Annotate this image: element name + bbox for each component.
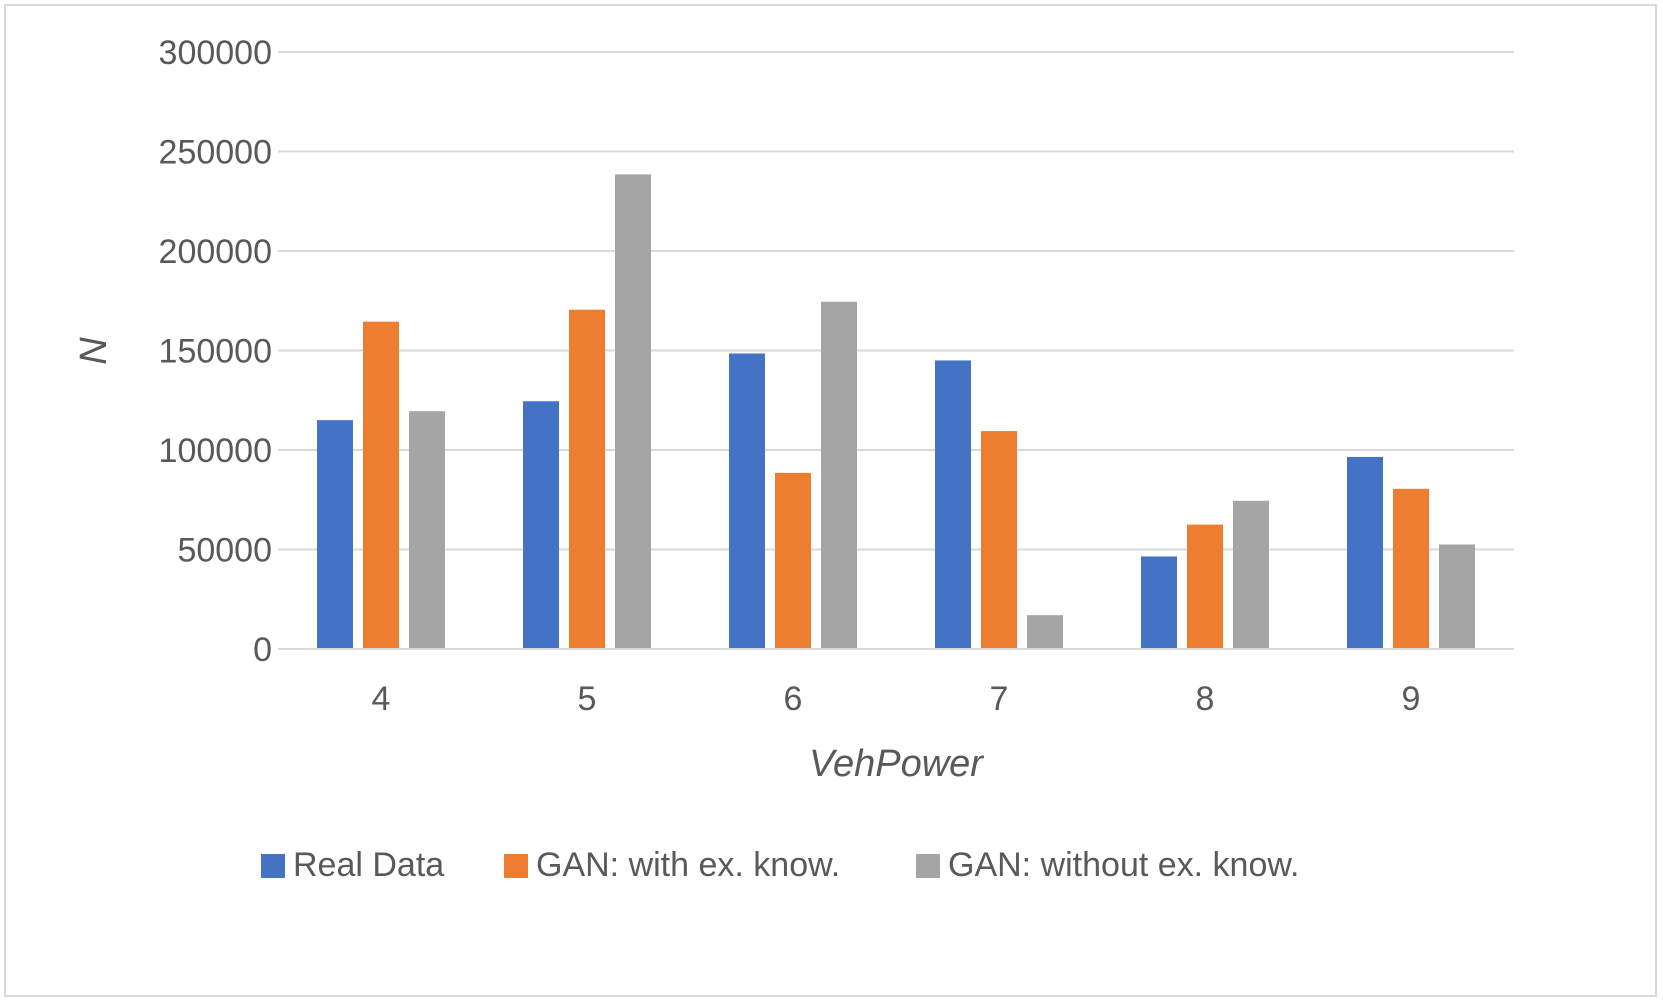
x-tick-label: 9: [1402, 680, 1421, 718]
legend-label: GAN: with ex. know.: [536, 846, 840, 884]
y-tick-label: 150000: [159, 333, 272, 371]
y-tick-label: 100000: [159, 432, 272, 470]
bar-real-data: [523, 401, 559, 649]
bar-real-data: [1347, 456, 1383, 649]
legend: Real Data GAN: with ex. know. GAN: without…: [261, 846, 1300, 884]
legend-swatch: [261, 854, 285, 878]
bar-gan-without-ex-know: [821, 301, 857, 649]
bar-real-data: [317, 420, 353, 649]
bar-gan-without-ex-know: [1027, 615, 1063, 649]
bar-gan-with-ex-know: [1393, 488, 1429, 649]
bars: [317, 174, 1475, 649]
bar-real-data: [1141, 556, 1177, 649]
chart-frame: 0 50000 100000 150000 200000 250000 300000 4 5 6…: [4, 4, 1657, 997]
x-tick-label: 6: [784, 680, 803, 718]
y-tick-label: 300000: [159, 34, 272, 72]
bar-chart: 0 50000 100000 150000 200000 250000 300000 4 5 6…: [73, 34, 1514, 884]
bar-real-data: [729, 353, 765, 649]
legend-swatch: [916, 854, 940, 878]
bar-gan-without-ex-know: [1233, 500, 1269, 649]
bar-gan-without-ex-know: [615, 174, 651, 649]
bar-gan-with-ex-know: [569, 309, 605, 649]
x-tick-label: 4: [372, 680, 391, 718]
x-axis-title: VehPower: [809, 743, 984, 785]
bar-gan-with-ex-know: [363, 321, 399, 649]
y-tick-label: 250000: [159, 134, 272, 172]
bar-gan-with-ex-know: [775, 472, 811, 649]
legend-label: Real Data: [293, 846, 444, 884]
y-axis-title: N: [73, 337, 115, 365]
x-tick-label: 7: [990, 680, 1009, 718]
bar-gan-without-ex-know: [409, 411, 445, 649]
x-tick-label: 8: [1196, 680, 1215, 718]
x-tick-label: 5: [578, 680, 597, 718]
x-axis-ticks: 4 5 6 7 8 9: [372, 680, 1421, 718]
bar-real-data: [935, 360, 971, 649]
y-tick-label: 50000: [177, 532, 272, 570]
legend-swatch: [504, 854, 528, 878]
legend-label: GAN: without ex. know.: [948, 846, 1300, 884]
bar-gan-with-ex-know: [981, 431, 1017, 649]
gridlines: [278, 51, 1514, 551]
y-tick-label: 0: [253, 631, 272, 669]
bar-gan-with-ex-know: [1187, 524, 1223, 649]
y-axis-ticks: 0 50000 100000 150000 200000 250000 300000: [159, 34, 272, 669]
bar-gan-without-ex-know: [1439, 544, 1475, 649]
y-tick-label: 200000: [159, 233, 272, 271]
